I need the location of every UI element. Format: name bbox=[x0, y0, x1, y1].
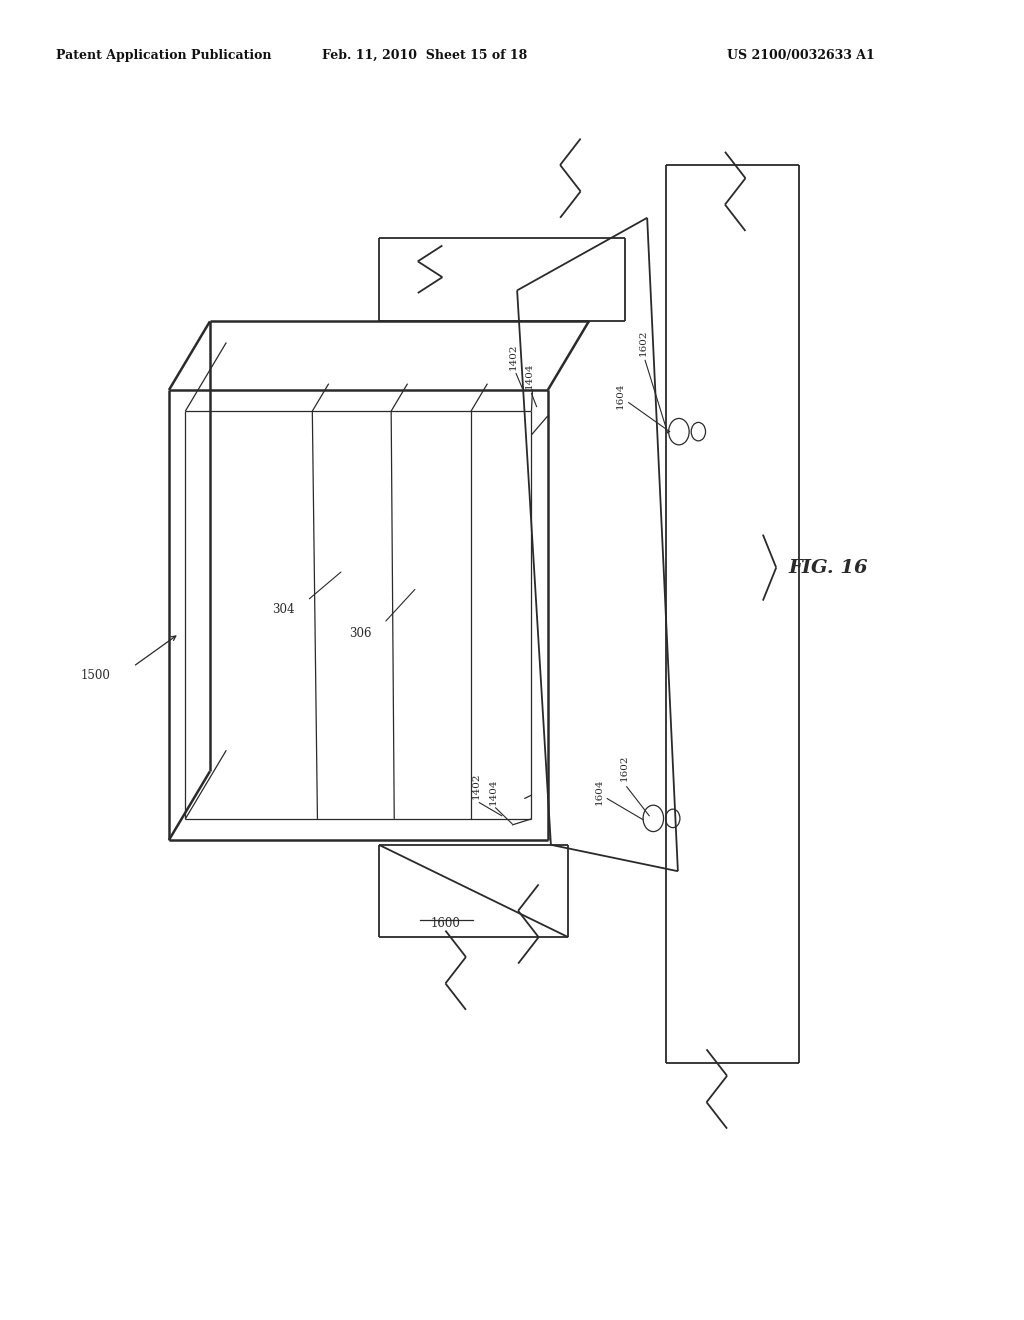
Text: 306: 306 bbox=[349, 627, 372, 640]
Text: 1604: 1604 bbox=[615, 383, 625, 409]
Text: US 2100/0032633 A1: US 2100/0032633 A1 bbox=[727, 49, 874, 62]
Text: 1402: 1402 bbox=[472, 772, 480, 799]
Text: Patent Application Publication: Patent Application Publication bbox=[56, 49, 271, 62]
Text: 304: 304 bbox=[272, 603, 295, 616]
Text: 1602: 1602 bbox=[621, 755, 629, 781]
Text: 1500: 1500 bbox=[81, 669, 111, 682]
Text: 1604: 1604 bbox=[595, 779, 604, 805]
Text: 1404: 1404 bbox=[489, 779, 498, 805]
Text: 1402: 1402 bbox=[509, 343, 517, 370]
Text: FIG. 16: FIG. 16 bbox=[788, 558, 868, 577]
Text: 1602: 1602 bbox=[639, 330, 647, 356]
Text: Feb. 11, 2010  Sheet 15 of 18: Feb. 11, 2010 Sheet 15 of 18 bbox=[323, 49, 527, 62]
Text: 1600: 1600 bbox=[430, 917, 461, 931]
Text: 1404: 1404 bbox=[525, 363, 534, 389]
